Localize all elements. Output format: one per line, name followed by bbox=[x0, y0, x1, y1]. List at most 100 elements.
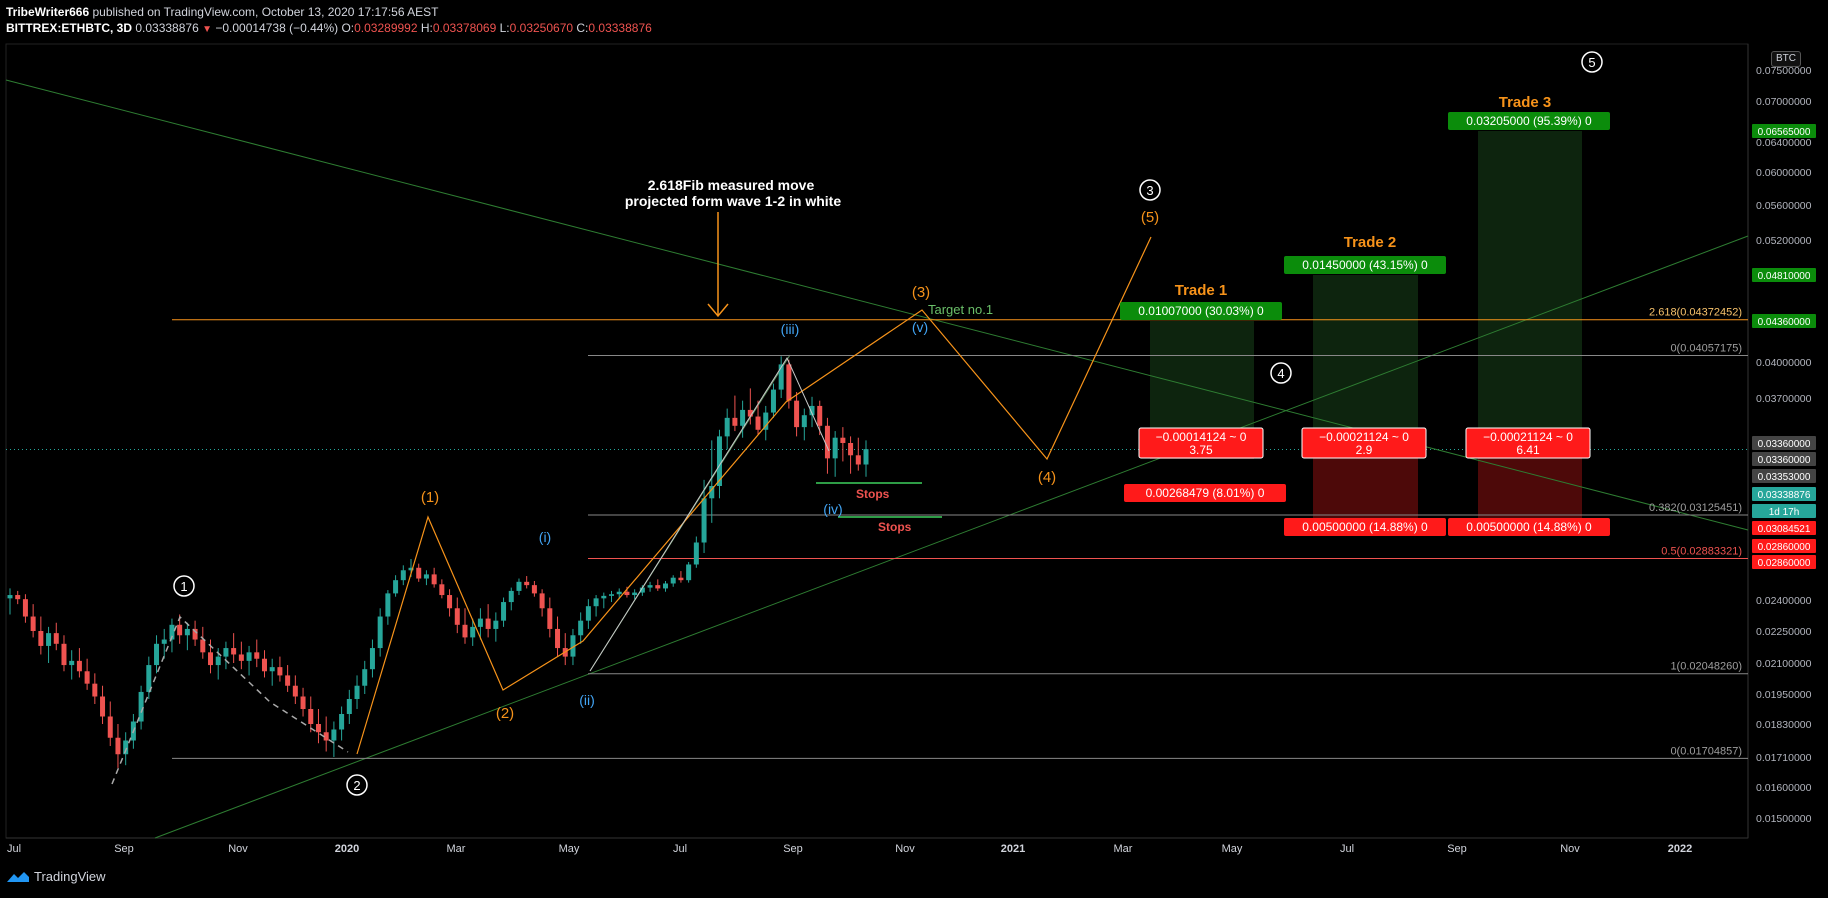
white-wave-label: 1 bbox=[180, 579, 187, 594]
currency-badge[interactable]: BTC bbox=[1771, 51, 1801, 67]
candle-body bbox=[832, 437, 838, 459]
trade-ratio-line-1: −0.00021124 ~ 0 bbox=[1483, 430, 1573, 444]
candle-body bbox=[855, 455, 861, 465]
fib-note-line-1: 2.618Fib measured move bbox=[648, 177, 815, 193]
candle-body bbox=[61, 643, 67, 666]
x-tick-label: Jul bbox=[7, 843, 21, 855]
orange-wave-label: (5) bbox=[1141, 209, 1159, 226]
candle-body bbox=[323, 732, 329, 741]
price-badge bbox=[1752, 555, 1816, 569]
x-tick-label: Jul bbox=[673, 843, 687, 855]
candle-body bbox=[208, 652, 214, 666]
price-badge bbox=[1752, 268, 1816, 282]
wave-paths bbox=[111, 236, 1152, 785]
wave-circle-5 bbox=[1581, 51, 1603, 73]
trade-profit-label: 0.01007000 (30.03%) 0 bbox=[1138, 304, 1264, 318]
candle-body bbox=[485, 618, 491, 629]
candle-body bbox=[277, 667, 283, 676]
symbol-label[interactable]: BITTREX:ETHBTC, 3D bbox=[6, 21, 132, 35]
y-tick-label: 0.01600000 bbox=[1756, 782, 1812, 794]
candle-body bbox=[169, 624, 175, 640]
down-triangle-icon: ▼ bbox=[202, 24, 212, 35]
candle-body bbox=[423, 574, 429, 579]
candle-body bbox=[408, 567, 414, 571]
axes[interactable]: Jul Sep Nov 2020 Mar May Jul Sep Nov 2021 Mar May Ju… bbox=[7, 65, 1816, 855]
x-tick-label: Sep bbox=[1447, 843, 1467, 855]
fib-level-label: 0(0.01704857) bbox=[1670, 745, 1742, 757]
footer: TradingView bbox=[6, 869, 106, 884]
candle-body bbox=[470, 626, 476, 638]
candle-body bbox=[632, 592, 638, 596]
fib-note-line-2: projected form wave 1-2 in white bbox=[625, 193, 841, 209]
footer-brand[interactable]: TradingView bbox=[34, 869, 106, 884]
candle-body bbox=[662, 583, 668, 589]
blue-wave-label: (ii) bbox=[579, 692, 595, 708]
x-tick-label: Nov bbox=[895, 843, 915, 855]
price-badge-label: 0.03338876 bbox=[1758, 490, 1811, 501]
candle-body bbox=[709, 486, 715, 499]
white-wave-label: 2 bbox=[353, 778, 360, 793]
trade-loss-label: 0.00268479 (8.01%) 0 bbox=[1146, 486, 1265, 500]
candle-body bbox=[354, 685, 360, 699]
orange-wave-label: (2) bbox=[496, 705, 514, 722]
candles[interactable] bbox=[7, 356, 869, 768]
candle-body bbox=[46, 633, 52, 646]
ascending-trendline bbox=[154, 235, 1749, 839]
candle-body bbox=[416, 567, 422, 579]
candle-body bbox=[393, 580, 399, 594]
trade-ratio-line-2: 2.9 bbox=[1356, 443, 1373, 457]
x-tick-label: 2021 bbox=[1001, 843, 1025, 855]
trade-profit-box bbox=[1120, 302, 1282, 320]
candle-body bbox=[215, 656, 221, 666]
orange-wave-label: (4) bbox=[1038, 469, 1056, 486]
chart-header: TribeWriter666 published on TradingView.… bbox=[6, 4, 652, 38]
fib-level-label: 0(0.04057175) bbox=[1670, 342, 1742, 354]
publish-info: published on TradingView.com, October 13… bbox=[92, 5, 439, 19]
fib-level-label: 1(0.02048260) bbox=[1670, 661, 1742, 673]
x-tick-label: Sep bbox=[783, 843, 803, 855]
trade-ratio-line-2: 3.75 bbox=[1189, 443, 1213, 457]
price-badge-label: 0.03360000 bbox=[1758, 455, 1811, 466]
y-tick-label: 0.02250000 bbox=[1756, 626, 1812, 638]
orange-wave-label: (1) bbox=[421, 489, 439, 506]
price-badge-label: 0.02860000 bbox=[1758, 542, 1811, 553]
candle-body bbox=[824, 425, 830, 459]
trade-ratio-line-2: 6.41 bbox=[1516, 443, 1540, 457]
y-tick-label: 0.02100000 bbox=[1756, 658, 1812, 670]
candle-body bbox=[647, 585, 653, 588]
y-tick-label: 0.06000000 bbox=[1756, 167, 1812, 179]
trade-profit-zone bbox=[1478, 131, 1582, 443]
candle-body bbox=[53, 633, 59, 644]
price-badge-label: 0.04810000 bbox=[1758, 271, 1811, 282]
header-line-2: BITTREX:ETHBTC, 3D 0.03338876 ▼ −0.00014… bbox=[6, 20, 652, 38]
white-wave-label: 4 bbox=[1277, 366, 1284, 381]
y-tick-label: 0.01500000 bbox=[1756, 813, 1812, 825]
trade-profit-label: 0.01450000 (43.15%) 0 bbox=[1302, 258, 1428, 272]
candle-body bbox=[400, 570, 406, 581]
chart-labels: 2.618(0.04372452) 0(0.04057175) 0.382(0.03… bbox=[173, 51, 1742, 796]
y-tick-label: 0.06400000 bbox=[1756, 137, 1812, 149]
wave-circle-3 bbox=[1139, 179, 1161, 201]
trade-profit-label: 0.03205000 (95.39%) 0 bbox=[1466, 114, 1592, 128]
candle-body bbox=[732, 417, 738, 426]
tradingview-logo-icon bbox=[7, 871, 29, 882]
price-badge bbox=[1752, 539, 1816, 553]
candle-body bbox=[308, 709, 314, 724]
candle-body bbox=[848, 443, 854, 456]
candle-body bbox=[508, 590, 514, 603]
y-tick-label: 0.01830000 bbox=[1756, 719, 1812, 731]
candle-body bbox=[146, 665, 152, 692]
fib-level-label: 0.5(0.02883321) bbox=[1661, 546, 1742, 558]
trade-ratio-line-1: −0.00014124 ~ 0 bbox=[1156, 430, 1247, 444]
candle-body bbox=[593, 598, 599, 607]
candle-body bbox=[786, 364, 792, 401]
last-price: 0.03338876 bbox=[135, 21, 199, 35]
orange-wave-label: (3) bbox=[912, 284, 930, 301]
candle-body bbox=[123, 740, 129, 755]
candle-body bbox=[462, 624, 468, 638]
trend-lines bbox=[5, 79, 1749, 839]
author-name[interactable]: TribeWriter666 bbox=[6, 5, 90, 19]
candle-body bbox=[686, 564, 692, 581]
trade-profit-zone bbox=[1313, 275, 1418, 443]
